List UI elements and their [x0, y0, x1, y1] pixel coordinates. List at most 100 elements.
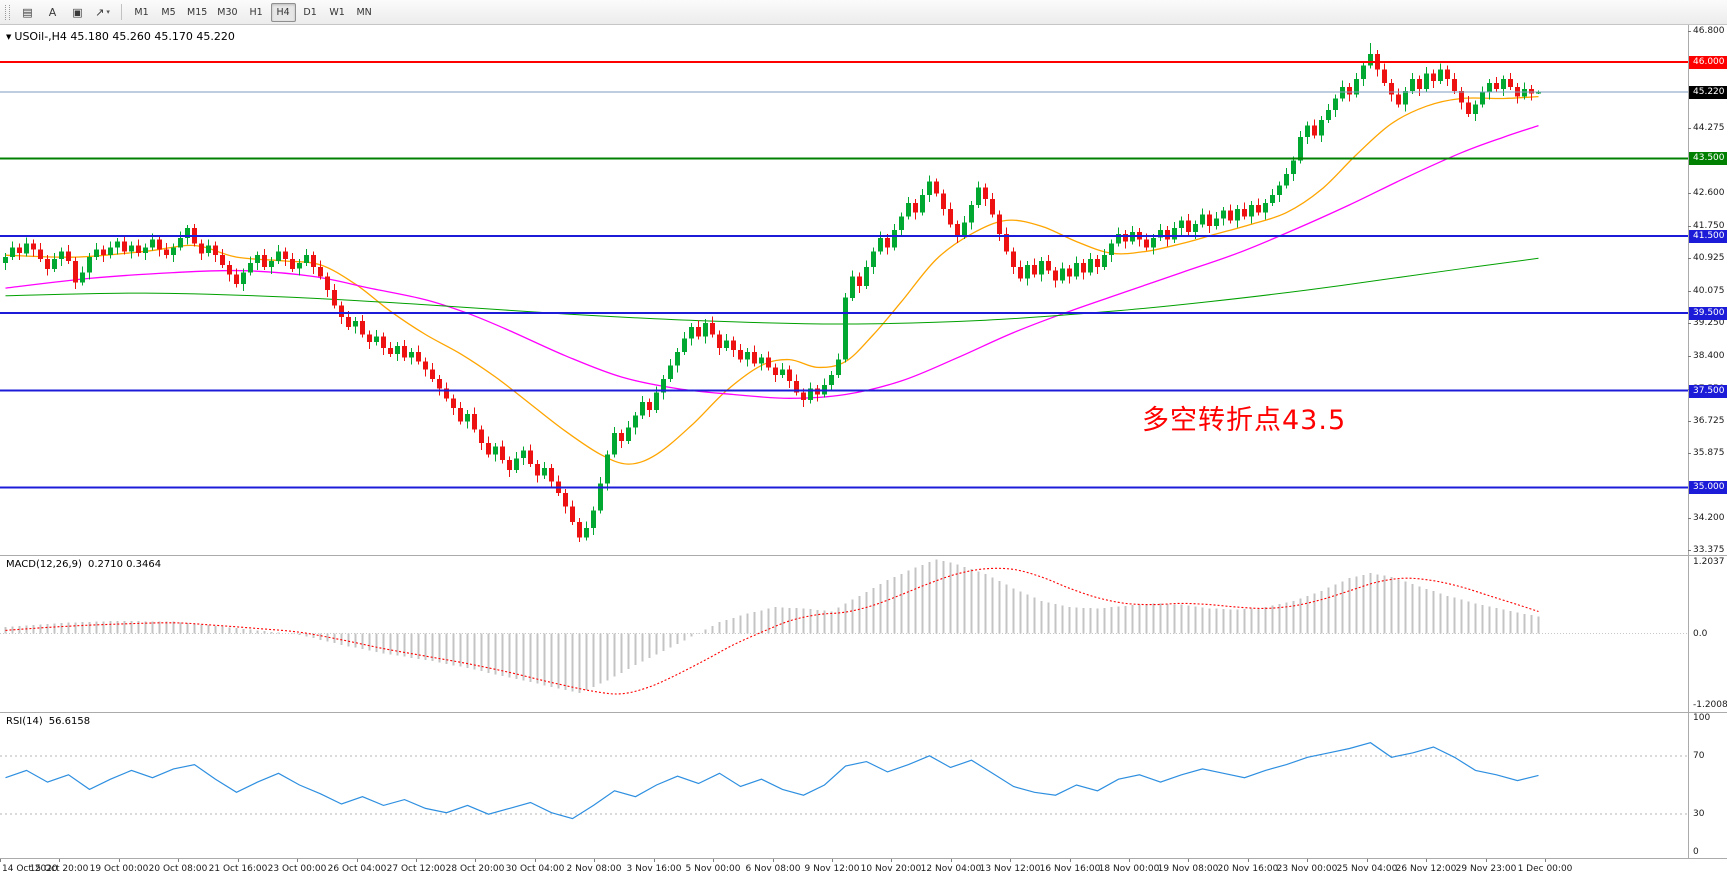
- price-axis-tick: [1688, 226, 1691, 227]
- price-axis-label: 33.375: [1693, 545, 1725, 555]
- time-axis-tick: [654, 858, 655, 862]
- time-axis-label: 28 Oct 20:00: [445, 864, 505, 874]
- time-axis-label: 19 Oct 00:00: [89, 864, 149, 874]
- time-axis-label: 10 Nov 20:00: [860, 864, 922, 874]
- time-axis-tick: [0, 858, 1, 862]
- price-axis-label: 35.875: [1693, 448, 1725, 458]
- rsi-indicator-label: RSI(14) 56.6158: [6, 716, 90, 727]
- time-axis-tick: [297, 858, 298, 862]
- time-axis-tick: [238, 858, 239, 862]
- time-axis-tick: [1070, 858, 1071, 862]
- time-axis-label: 23 Oct 00:00: [267, 864, 327, 874]
- time-axis-label: 18 Nov 00:00: [1098, 864, 1160, 874]
- panel-divider[interactable]: [0, 712, 1727, 713]
- text-label-tool-button[interactable]: A: [48, 5, 57, 19]
- time-axis-label: 20 Nov 16:00: [1217, 864, 1279, 874]
- time-axis-tick: [1486, 858, 1487, 862]
- current-price-badge: 45.220: [1689, 86, 1727, 99]
- support-line-badge: 41.500: [1689, 230, 1727, 243]
- price-axis-tick: [1688, 518, 1691, 519]
- timeframe-w1-button[interactable]: W1: [329, 6, 345, 18]
- price-axis-tick: [1688, 453, 1691, 454]
- time-axis-tick: [713, 858, 714, 862]
- timeframe-h4-button[interactable]: H4: [270, 2, 296, 22]
- time-axis-label: 27 Oct 12:00: [386, 864, 446, 874]
- toolbar: ▤ A ▣ ↗ ▾ M1 M5 M15 M30 H1 H4 D1 W1 MN: [0, 0, 1727, 25]
- rsi-axis-label: 70: [1693, 751, 1705, 761]
- timeframe-d1-button[interactable]: D1: [303, 6, 317, 18]
- price-axis-label: 46.800: [1693, 26, 1725, 36]
- macd-name: MACD(12,26,9): [6, 559, 82, 570]
- price-axis-tick: [1688, 356, 1691, 357]
- timeframe-h1-button[interactable]: H1: [249, 6, 263, 18]
- arrows-tool-button[interactable]: ↗ ▾: [95, 5, 110, 19]
- time-axis-label: 21 Oct 16:00: [208, 864, 268, 874]
- price-axis-tick: [1688, 31, 1691, 32]
- toolbar-grip-handle[interactable]: [5, 4, 10, 20]
- support-line-badge: 39.500: [1689, 307, 1727, 320]
- dropdown-caret-icon: ▾: [106, 8, 110, 16]
- pivot-line-badge: 43.500: [1689, 152, 1727, 165]
- rsi-value: 56.6158: [48, 716, 91, 727]
- timeframe-mn-button[interactable]: MN: [356, 6, 372, 18]
- price-axis-label: 42.600: [1693, 188, 1725, 198]
- time-axis-label: 1 Dec 00:00: [1517, 864, 1573, 874]
- support-line-badge: 35.000: [1689, 481, 1727, 494]
- price-axis-label: 36.725: [1693, 416, 1725, 426]
- time-axis-tick: [773, 858, 774, 862]
- time-axis-tick: [1010, 858, 1011, 862]
- macd-indicator-label: MACD(12,26,9) 0.2710 0.3464: [6, 559, 161, 570]
- macd-axis-label: 0.0: [1693, 629, 1708, 639]
- time-axis-tick: [832, 858, 833, 862]
- drawing-tools-group: ▤ A ▣ ↗ ▾: [15, 2, 115, 22]
- objects-tool-button[interactable]: ▣: [72, 5, 83, 19]
- price-axis-tick: [1688, 258, 1691, 259]
- price-axis-tick: [1688, 193, 1691, 194]
- price-chart-canvas[interactable]: [0, 25, 1688, 555]
- timeframes-group: M1 M5 M15 M30 H1 H4 D1 W1 MN: [128, 2, 378, 22]
- panel-divider[interactable]: [0, 555, 1727, 556]
- time-axis-label: 19 Nov 08:00: [1157, 864, 1219, 874]
- price-axis-label: 44.275: [1693, 123, 1725, 133]
- rsi-axis-label: 100: [1693, 713, 1711, 723]
- price-axis-label: 39.250: [1693, 318, 1725, 328]
- time-axis-tick: [416, 858, 417, 862]
- time-axis-tick: [1367, 858, 1368, 862]
- time-axis[interactable]: 14 Oct 2020 15 Oct 20:00 19 Oct 00:00 20 Oc…: [0, 858, 1688, 892]
- chart-windows-tool-button[interactable]: ▤: [22, 5, 33, 19]
- price-axis-label: 38.400: [1693, 351, 1725, 361]
- resistance-line-badge: 46.000: [1689, 56, 1727, 69]
- time-axis-label: 12 Nov 04:00: [920, 864, 982, 874]
- price-axis-label: 40.925: [1693, 253, 1725, 263]
- timeframe-m15-button[interactable]: M15: [187, 6, 208, 18]
- symbol-ohlc-text: USOil-,H4 45.180 45.260 45.170 45.220: [14, 30, 235, 43]
- time-axis-tick: [535, 858, 536, 862]
- price-axis-tick: [1688, 291, 1691, 292]
- time-axis-label: 26 Oct 04:00: [327, 864, 387, 874]
- rsi-indicator-canvas[interactable]: [0, 712, 1688, 858]
- rsi-axis-label: 0: [1693, 847, 1699, 857]
- time-axis-label: 30 Oct 04:00: [505, 864, 565, 874]
- macd-indicator-canvas[interactable]: [0, 555, 1688, 712]
- macd-axis-label: -1.2008: [1693, 700, 1727, 710]
- rsi-axis-label: 30: [1693, 809, 1705, 819]
- time-axis-tick: [475, 858, 476, 862]
- price-axis-label: 40.075: [1693, 286, 1725, 296]
- time-axis-tick: [1307, 858, 1308, 862]
- price-axis[interactable]: 46.800 44.275 42.600 41.750 40.925 40.075 39.2…: [1688, 25, 1727, 858]
- time-axis-label: 6 Nov 08:00: [745, 864, 801, 874]
- collapse-marker-icon[interactable]: ▼: [6, 33, 12, 41]
- timeframe-m30-button[interactable]: M30: [217, 6, 238, 18]
- timeframe-m5-button[interactable]: M5: [161, 6, 176, 18]
- time-axis-label: 14 Oct 2020: [2, 864, 58, 874]
- timeframe-m1-button[interactable]: M1: [134, 6, 149, 18]
- time-axis-label: 23 Nov 00:00: [1276, 864, 1338, 874]
- time-axis-label: 9 Nov 12:00: [804, 864, 860, 874]
- time-axis-label: 25 Nov 04:00: [1336, 864, 1398, 874]
- macd-values: 0.2710 0.3464: [87, 559, 162, 570]
- rsi-name: RSI(14): [6, 716, 43, 727]
- time-axis-label: 15 Oct 20:00: [29, 864, 89, 874]
- toolbar-separator: [121, 4, 122, 20]
- time-axis-tick: [357, 858, 358, 862]
